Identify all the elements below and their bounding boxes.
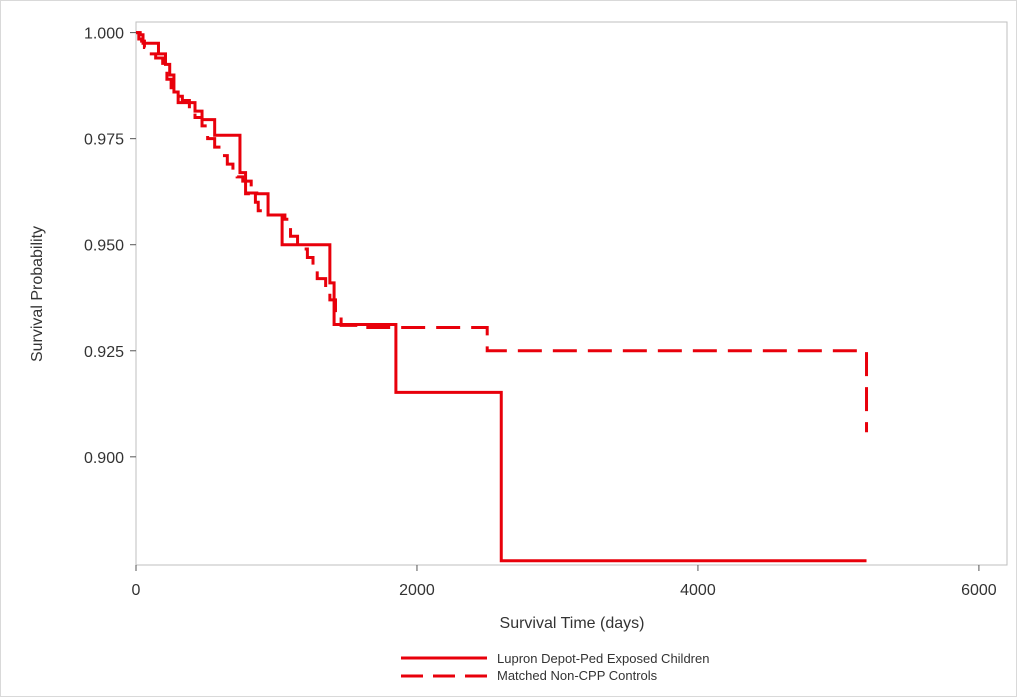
series-line-lupron [136, 31, 867, 563]
y-tick-label: 0.900 [84, 450, 124, 467]
legend-label-lupron: Lupron Depot-Ped Exposed Children [497, 651, 709, 666]
x-axis: 0 2000 4000 6000 [132, 565, 997, 599]
y-axis: 0.900 0.925 0.950 0.975 1.000 [84, 26, 136, 467]
x-tick-label: 0 [132, 582, 141, 599]
series-line-controls [136, 31, 869, 433]
y-axis-label: Survival Probability [29, 226, 46, 362]
x-tick-label: 2000 [399, 582, 435, 599]
x-tick-label: 6000 [961, 582, 997, 599]
plot-area-border [135, 21, 1008, 566]
y-tick-label: 0.925 [84, 344, 124, 361]
legend-label-controls: Matched Non-CPP Controls [497, 668, 658, 683]
y-tick-label: 0.950 [84, 238, 124, 255]
x-axis-label: Survival Time (days) [500, 615, 645, 632]
legend: Lupron Depot-Ped Exposed Children Matche… [401, 651, 709, 683]
x-tick-label: 4000 [680, 582, 716, 599]
y-tick-label: 1.000 [84, 26, 124, 43]
y-tick-label: 0.975 [84, 132, 124, 149]
series-layer [136, 31, 869, 563]
